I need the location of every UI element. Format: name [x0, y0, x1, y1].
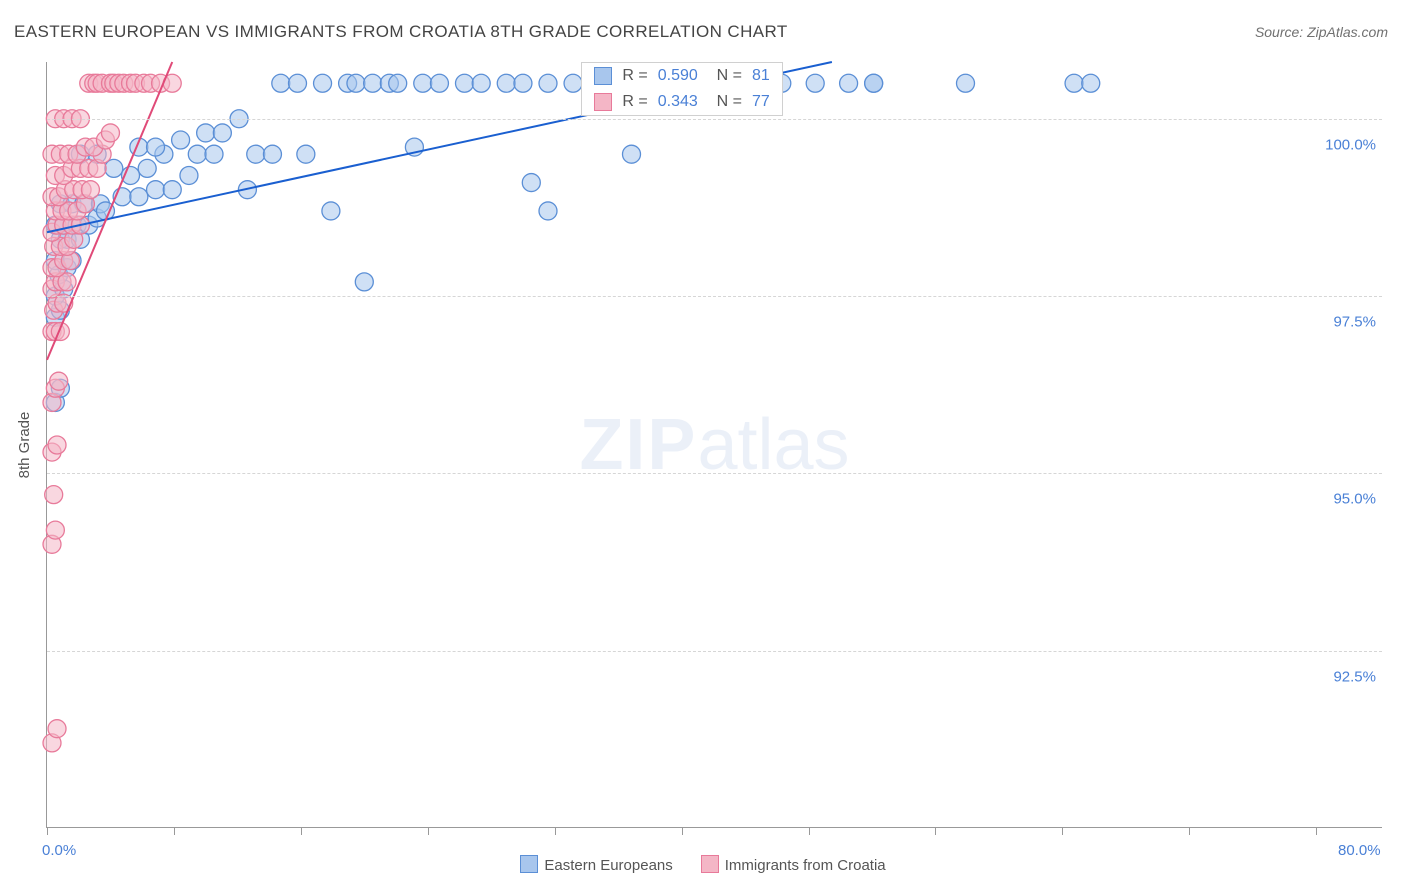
eastern-point	[163, 181, 181, 199]
stats-r-value: 0.343	[658, 93, 698, 111]
eastern-point	[289, 74, 307, 92]
croatia-legend-swatch	[701, 855, 719, 873]
x-tick	[809, 827, 810, 835]
eastern-point	[272, 74, 290, 92]
eastern-legend-swatch	[520, 855, 538, 873]
y-tick-label: 100.0%	[1325, 136, 1376, 153]
croatia-point	[50, 372, 68, 390]
eastern-point	[188, 145, 206, 163]
x-tick	[682, 827, 683, 835]
eastern-point	[205, 145, 223, 163]
eastern-point	[322, 202, 340, 220]
eastern-point	[539, 202, 557, 220]
eastern-point	[364, 74, 382, 92]
eastern-point	[497, 74, 515, 92]
eastern-point	[213, 124, 231, 142]
croatia-point	[45, 486, 63, 504]
croatia-point	[48, 436, 66, 454]
eastern-point	[138, 159, 156, 177]
eastern-point	[263, 145, 281, 163]
eastern-point	[564, 74, 582, 92]
croatia-point	[101, 124, 119, 142]
x-tick	[174, 827, 175, 835]
eastern-point	[172, 131, 190, 149]
x-tick	[1189, 827, 1190, 835]
gridline	[47, 119, 1382, 120]
eastern-point	[623, 145, 641, 163]
stats-r-label: R =	[622, 93, 647, 111]
x-tick	[1316, 827, 1317, 835]
correlation-stats-box: R = 0.590 N = 81R = 0.343 N = 77	[581, 62, 782, 116]
eastern-swatch	[594, 67, 612, 85]
legend-bottom: Eastern Europeans Immigrants from Croatia	[0, 855, 1406, 874]
x-tick	[47, 827, 48, 835]
eastern-point	[347, 74, 365, 92]
eastern-point	[355, 273, 373, 291]
eastern-point	[147, 181, 165, 199]
eastern-point	[514, 74, 532, 92]
x-tick	[1062, 827, 1063, 835]
eastern-point	[456, 74, 474, 92]
stats-r-label: R =	[622, 67, 647, 85]
stats-row-eastern: R = 0.590 N = 81	[582, 63, 781, 89]
croatia-point	[46, 521, 64, 539]
source-attribution: Source: ZipAtlas.com	[1255, 24, 1388, 40]
x-tick	[935, 827, 936, 835]
legend-item-eastern: Eastern Europeans	[520, 855, 672, 874]
croatia-swatch	[594, 93, 612, 111]
legend-item-croatia: Immigrants from Croatia	[701, 855, 886, 874]
eastern-point	[806, 74, 824, 92]
croatia-point	[51, 323, 69, 341]
croatia-point	[81, 181, 99, 199]
eastern-point	[865, 74, 883, 92]
y-tick-label: 97.5%	[1333, 314, 1376, 331]
eastern-point	[389, 74, 407, 92]
gridline	[47, 651, 1382, 652]
y-tick-label: 95.0%	[1333, 491, 1376, 508]
x-tick	[555, 827, 556, 835]
eastern-point	[197, 124, 215, 142]
eastern-point	[414, 74, 432, 92]
x-tick	[428, 827, 429, 835]
eastern-point	[522, 174, 540, 192]
stats-n-label: N =	[708, 67, 742, 85]
scatter-svg	[47, 62, 1382, 827]
eastern-point	[180, 166, 198, 184]
eastern-point	[472, 74, 490, 92]
y-axis-title: 8th Grade	[16, 412, 33, 479]
gridline	[47, 296, 1382, 297]
gridline	[47, 473, 1382, 474]
eastern-point	[430, 74, 448, 92]
eastern-point	[297, 145, 315, 163]
stats-n-label: N =	[708, 93, 742, 111]
stats-n-value: 77	[752, 93, 770, 111]
eastern-point	[314, 74, 332, 92]
stats-r-value: 0.590	[658, 67, 698, 85]
legend-label: Immigrants from Croatia	[725, 857, 886, 874]
eastern-point	[1065, 74, 1083, 92]
chart-title: EASTERN EUROPEAN VS IMMIGRANTS FROM CROA…	[14, 22, 788, 42]
eastern-point	[1082, 74, 1100, 92]
eastern-point	[147, 138, 165, 156]
stats-n-value: 81	[752, 67, 770, 85]
eastern-point	[539, 74, 557, 92]
stats-row-croatia: R = 0.343 N = 77	[582, 89, 781, 115]
chart-plot-area: ZIPatlas R = 0.590 N = 81R = 0.343 N = 7…	[46, 62, 1382, 828]
eastern-point	[957, 74, 975, 92]
legend-label: Eastern Europeans	[544, 857, 672, 874]
y-tick-label: 92.5%	[1333, 668, 1376, 685]
eastern-point	[130, 188, 148, 206]
eastern-point	[840, 74, 858, 92]
x-tick	[301, 827, 302, 835]
eastern-point	[247, 145, 265, 163]
croatia-point	[48, 720, 66, 738]
